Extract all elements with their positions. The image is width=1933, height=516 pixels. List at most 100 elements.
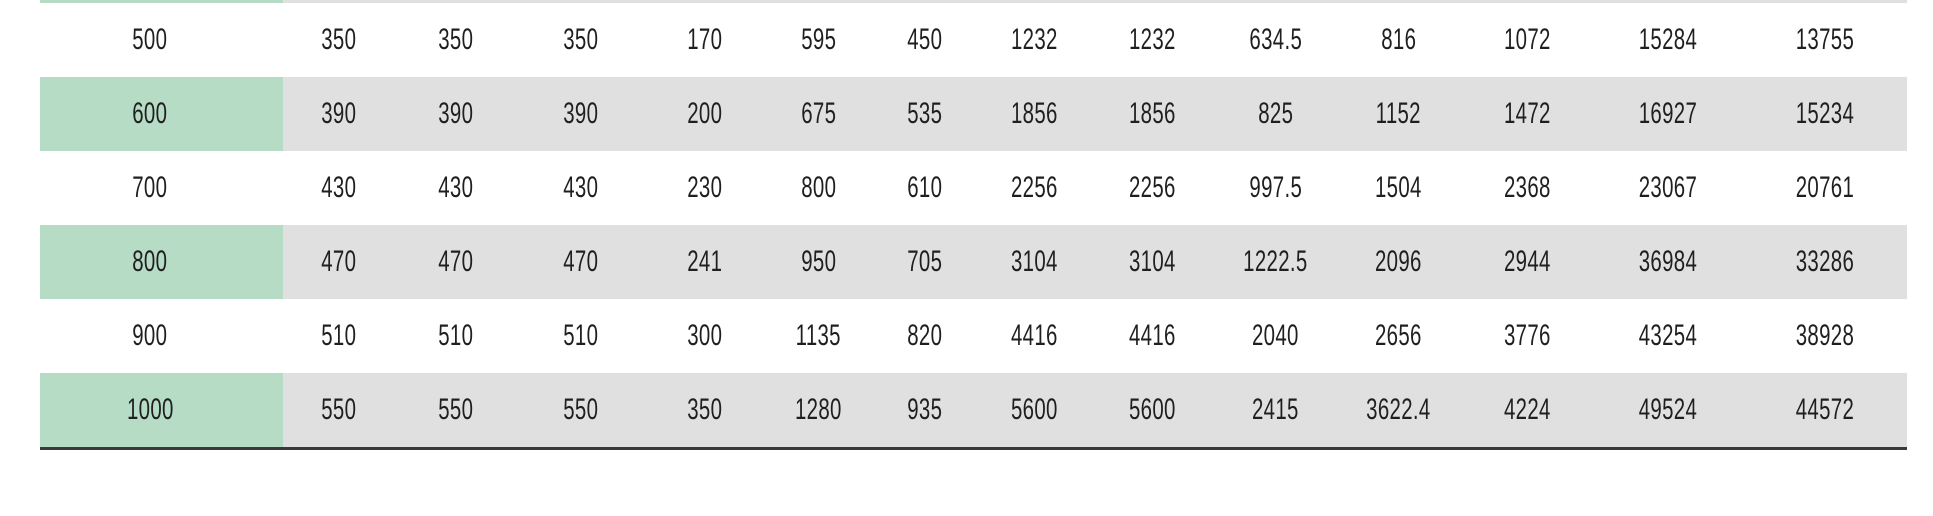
data-cell: 350 <box>283 3 394 77</box>
cell-value: 430 <box>563 171 599 204</box>
cell-value: 2415 <box>1252 393 1299 426</box>
data-cell: 2256 <box>1091 151 1214 225</box>
data-cell: 510 <box>283 299 394 373</box>
table-row: 500 350 350 350 170 595 450 1232 1232 63… <box>40 3 1907 77</box>
data-cell: 16927 <box>1594 77 1742 151</box>
cell-value: 230 <box>687 171 723 204</box>
cell-value: 997.5 <box>1249 171 1302 204</box>
row-header-value: 1000 <box>126 393 174 426</box>
data-cell: 300 <box>645 299 765 373</box>
data-cell: 49524 <box>1594 373 1742 447</box>
table-row: 1000 550 550 550 350 1280 935 5600 5600 … <box>40 373 1907 447</box>
data-cell: 3104 <box>977 225 1091 299</box>
data-cell: 2368 <box>1460 151 1594 225</box>
row-header-value: 500 <box>132 23 168 56</box>
cell-value: 510 <box>320 319 357 352</box>
data-cell: 200 <box>645 77 765 151</box>
data-cell: 820 <box>872 299 977 373</box>
cell-value: 49524 <box>1638 393 1698 426</box>
cell-value: 550 <box>320 393 357 426</box>
data-cell: 2096 <box>1337 225 1460 299</box>
data-cell: 470 <box>517 225 645 299</box>
data-cell: 1232 <box>977 3 1091 77</box>
data-cell: 535 <box>872 77 977 151</box>
cell-value: 350 <box>437 23 474 56</box>
data-cell: 2944 <box>1460 225 1594 299</box>
cell-value: 1504 <box>1375 171 1422 204</box>
data-cell: 470 <box>283 225 394 299</box>
cell-value: 3776 <box>1503 319 1551 352</box>
data-cell: 634.5 <box>1214 3 1337 77</box>
row-header-cell: 500 <box>40 3 283 77</box>
cell-value: 350 <box>563 23 599 56</box>
cell-value: 1472 <box>1503 97 1551 130</box>
data-cell: 1472 <box>1460 77 1594 151</box>
cell-value: 170 <box>687 23 723 56</box>
row-header-cell: 800 <box>40 225 283 299</box>
partial-row-stripe <box>283 0 1907 3</box>
data-cell: 950 <box>765 225 872 299</box>
row-header-cell: 900 <box>40 299 283 373</box>
cell-value: 595 <box>800 23 837 56</box>
cell-value: 15284 <box>1638 23 1698 56</box>
data-cell: 450 <box>872 3 977 77</box>
data-cell: 1232 <box>1091 3 1214 77</box>
cell-value: 2096 <box>1375 245 1422 278</box>
table-row: 800 470 470 470 241 950 705 3104 3104 12… <box>40 225 1907 299</box>
cell-value: 4224 <box>1503 393 1551 426</box>
data-cell: 2415 <box>1214 373 1337 447</box>
cell-value: 470 <box>437 245 474 278</box>
cell-value: 241 <box>687 245 723 278</box>
data-cell: 430 <box>517 151 645 225</box>
data-cell: 43254 <box>1594 299 1742 373</box>
data-cell: 390 <box>517 77 645 151</box>
table-row-partial-top <box>40 0 1907 3</box>
data-cell: 44572 <box>1742 373 1907 447</box>
cell-value: 1135 <box>795 319 842 352</box>
data-cell: 5600 <box>977 373 1091 447</box>
data-cell: 470 <box>394 225 517 299</box>
cell-value: 450 <box>906 23 943 56</box>
cell-value: 1232 <box>1010 23 1058 56</box>
cell-value: 510 <box>563 319 599 352</box>
data-cell: 1504 <box>1337 151 1460 225</box>
cell-value: 3104 <box>1010 245 1058 278</box>
cell-value: 350 <box>320 23 357 56</box>
data-cell: 4416 <box>1091 299 1214 373</box>
data-cell: 825 <box>1214 77 1337 151</box>
cell-value: 2368 <box>1503 171 1551 204</box>
cell-value: 705 <box>906 245 943 278</box>
cell-value: 3622.4 <box>1366 393 1431 426</box>
cell-value: 950 <box>800 245 837 278</box>
row-header-cell: 1000 <box>40 373 283 447</box>
cell-value: 1280 <box>795 393 842 426</box>
data-cell: 816 <box>1337 3 1460 77</box>
data-cell: 15284 <box>1594 3 1742 77</box>
row-header-value: 600 <box>132 97 168 130</box>
data-cell: 13755 <box>1742 3 1907 77</box>
data-cell: 38928 <box>1742 299 1907 373</box>
data-cell: 170 <box>645 3 765 77</box>
table-row: 900 510 510 510 300 1135 820 4416 4416 2… <box>40 299 1907 373</box>
data-cell: 350 <box>645 373 765 447</box>
cell-value: 935 <box>906 393 943 426</box>
data-cell: 430 <box>394 151 517 225</box>
data-cell: 3776 <box>1460 299 1594 373</box>
cell-value: 1152 <box>1375 97 1422 130</box>
cell-value: 2040 <box>1252 319 1299 352</box>
cell-value: 5600 <box>1010 393 1058 426</box>
cell-value: 825 <box>1257 97 1294 130</box>
cell-value: 3104 <box>1129 245 1176 278</box>
data-cell: 4224 <box>1460 373 1594 447</box>
cell-value: 2656 <box>1375 319 1422 352</box>
data-cell: 390 <box>283 77 394 151</box>
cell-value: 470 <box>320 245 357 278</box>
cell-value: 2256 <box>1129 171 1176 204</box>
data-cell: 1856 <box>1091 77 1214 151</box>
cell-value: 390 <box>320 97 357 130</box>
cell-value: 390 <box>437 97 474 130</box>
cell-value: 610 <box>906 171 943 204</box>
row-header-value: 700 <box>132 171 168 204</box>
cell-value: 634.5 <box>1249 23 1302 56</box>
data-cell: 1856 <box>977 77 1091 151</box>
